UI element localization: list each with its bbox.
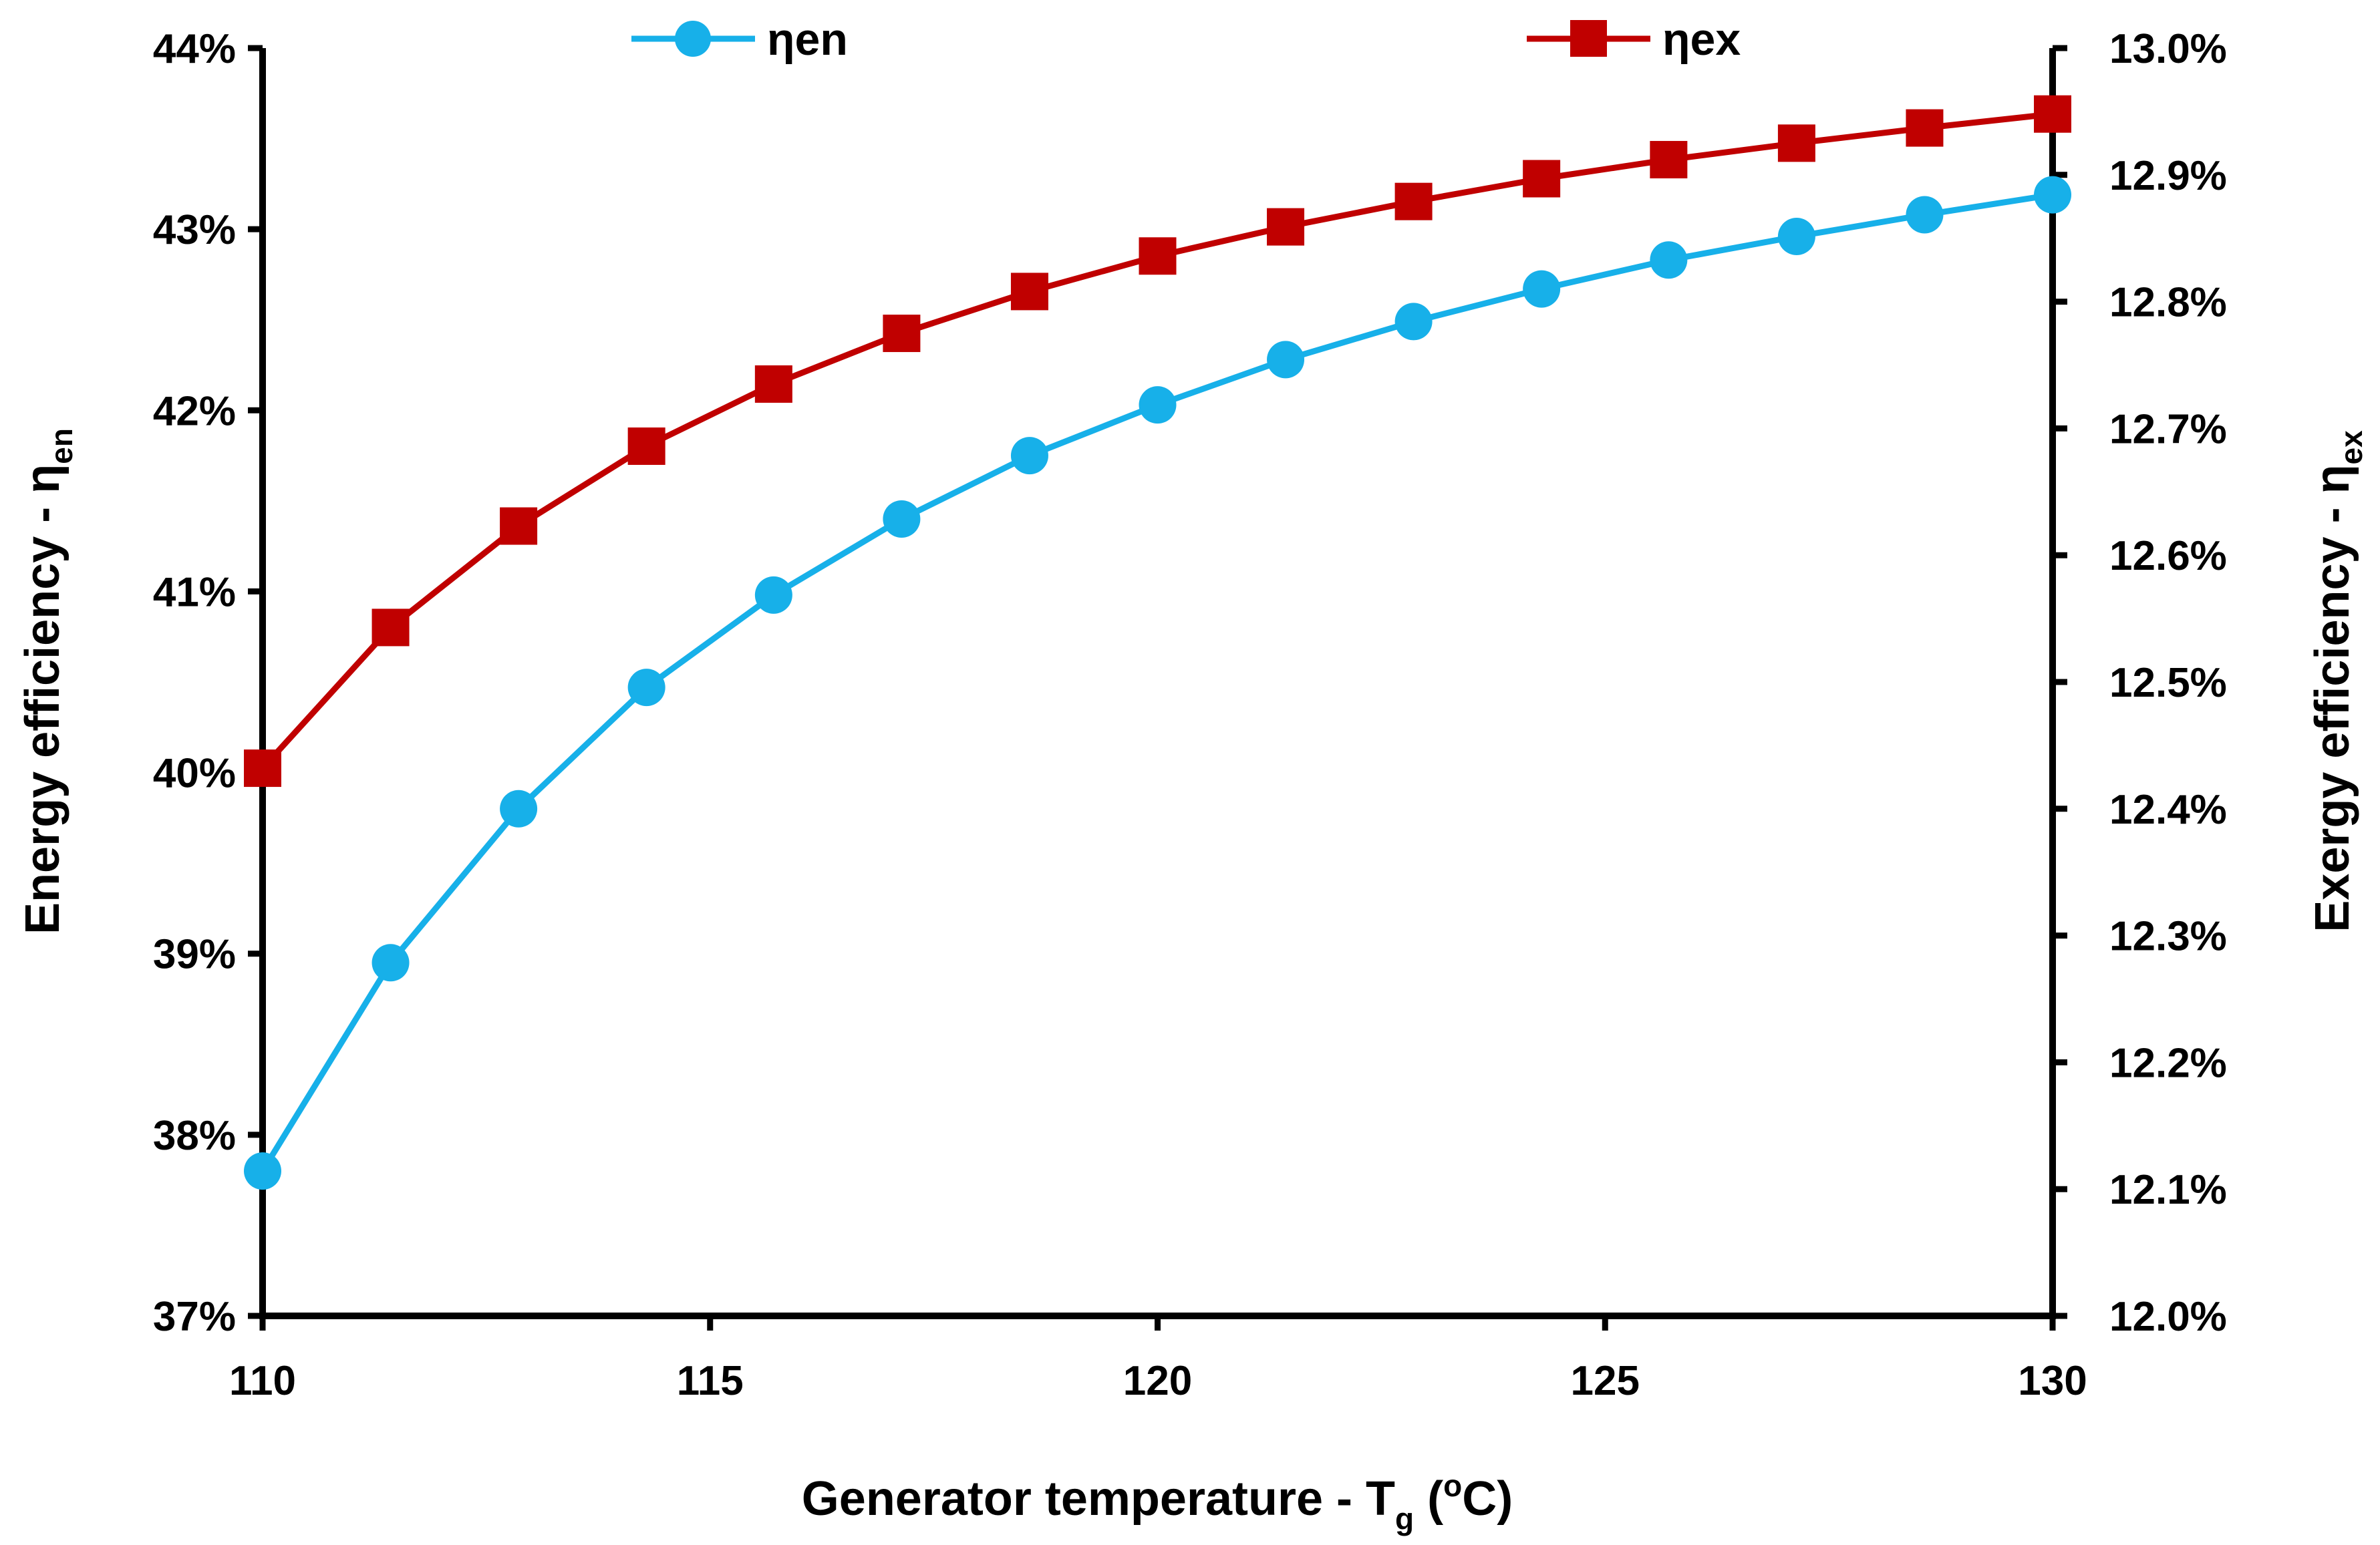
left-tick-label: 38% xyxy=(153,1113,236,1159)
right-tick-label: 13.0% xyxy=(2109,26,2227,72)
left-axis-title-main: Energy efficiency - η xyxy=(16,464,69,934)
x-axis-title: Generator temperature - Tg (oC) xyxy=(802,1468,1513,1536)
point-en xyxy=(1010,437,1048,475)
point-ex xyxy=(754,365,792,403)
left-tick-label: 39% xyxy=(153,932,236,978)
point-en xyxy=(754,576,792,614)
left-tick-label: 42% xyxy=(153,388,236,434)
legend-en-marker xyxy=(675,21,711,57)
left-axis-title: Energy efficiency - ηen xyxy=(16,428,79,934)
right-tick-label: 12.4% xyxy=(2109,787,2227,833)
x-axis-title-sub: g xyxy=(1395,1502,1414,1536)
right-tick-label: 12.8% xyxy=(2109,280,2227,326)
x-axis-ticks: 110 115 120 125 130 xyxy=(229,1316,2087,1404)
point-ex xyxy=(1523,160,1561,198)
point-en xyxy=(1139,386,1177,424)
left-axis-ticks: 37% 38% 39% 40% 41% 42% 43% 44% xyxy=(153,26,263,1340)
x-tick-label: 115 xyxy=(677,1358,744,1404)
x-axis-title-open: ( xyxy=(1414,1472,1443,1526)
left-tick-label: 37% xyxy=(153,1294,236,1340)
point-ex xyxy=(371,609,410,647)
right-tick-label: 12.1% xyxy=(2109,1167,2227,1213)
right-axis-ticks: 12.0% 12.1% 12.2% 12.3% 12.4% 12.5% 12.6% 12.7%… xyxy=(2053,26,2227,1340)
left-axis-title-sub: en xyxy=(44,428,79,464)
right-tick-label: 12.5% xyxy=(2109,660,2227,706)
point-en xyxy=(1267,341,1305,379)
legend-ex-marker xyxy=(1570,20,1607,57)
point-ex xyxy=(1139,237,1177,275)
right-tick-label: 12.2% xyxy=(2109,1040,2227,1086)
x-tick-label: 120 xyxy=(1123,1358,1192,1404)
point-ex xyxy=(2034,95,2071,133)
right-axis-title-sub: ex xyxy=(2334,430,2369,465)
x-axis-title-main: Generator temperature - T xyxy=(802,1472,1395,1526)
point-en xyxy=(883,500,921,538)
right-tick-label: 12.9% xyxy=(2109,153,2227,199)
point-en xyxy=(1394,303,1433,341)
series-line-en xyxy=(260,192,2053,1173)
point-ex xyxy=(1267,208,1305,246)
legend-item-en: ηen xyxy=(631,14,848,65)
left-tick-label: 41% xyxy=(153,569,236,615)
point-ex xyxy=(1777,124,1815,162)
point-en xyxy=(1777,217,1815,255)
point-en xyxy=(244,1152,281,1190)
x-tick-label: 130 xyxy=(2018,1358,2087,1404)
left-tick-label: 44% xyxy=(153,26,236,72)
right-tick-label: 12.7% xyxy=(2109,406,2227,452)
right-tick-label: 12.0% xyxy=(2109,1294,2227,1340)
point-en xyxy=(371,944,410,982)
left-tick-label: 40% xyxy=(153,751,236,797)
right-tick-label: 12.3% xyxy=(2109,914,2227,960)
point-ex xyxy=(1010,273,1048,311)
point-ex xyxy=(500,507,538,545)
legend-en-label: ηen xyxy=(767,14,848,65)
point-en xyxy=(627,669,665,707)
point-ex xyxy=(1906,109,1944,147)
x-tick-label: 110 xyxy=(229,1358,296,1404)
point-ex xyxy=(244,749,281,788)
x-axis-title-sup: o xyxy=(1443,1468,1462,1503)
point-ex xyxy=(883,315,921,353)
point-en xyxy=(500,790,538,828)
legend-item-ex: ηex xyxy=(1527,14,1741,65)
point-en xyxy=(1650,241,1688,279)
left-tick-label: 43% xyxy=(153,207,236,253)
point-en xyxy=(1523,270,1561,308)
x-axis-title-tail: C) xyxy=(1462,1472,1513,1526)
point-ex xyxy=(627,427,665,465)
legend: ηen ηex xyxy=(631,14,1741,65)
series-layer xyxy=(244,95,2071,1190)
point-ex xyxy=(1394,182,1433,220)
x-tick-label: 125 xyxy=(1571,1358,1640,1404)
legend-ex-label: ηex xyxy=(1662,14,1741,65)
right-axis-title: Exergy efficiency - ηex xyxy=(2306,430,2369,932)
point-en xyxy=(2034,176,2071,214)
point-en xyxy=(1906,196,1944,234)
point-ex xyxy=(1650,141,1688,179)
series-line-ex xyxy=(260,111,2053,771)
right-axis-title-main: Exergy efficiency - η xyxy=(2306,464,2359,932)
right-tick-label: 12.6% xyxy=(2109,533,2227,579)
